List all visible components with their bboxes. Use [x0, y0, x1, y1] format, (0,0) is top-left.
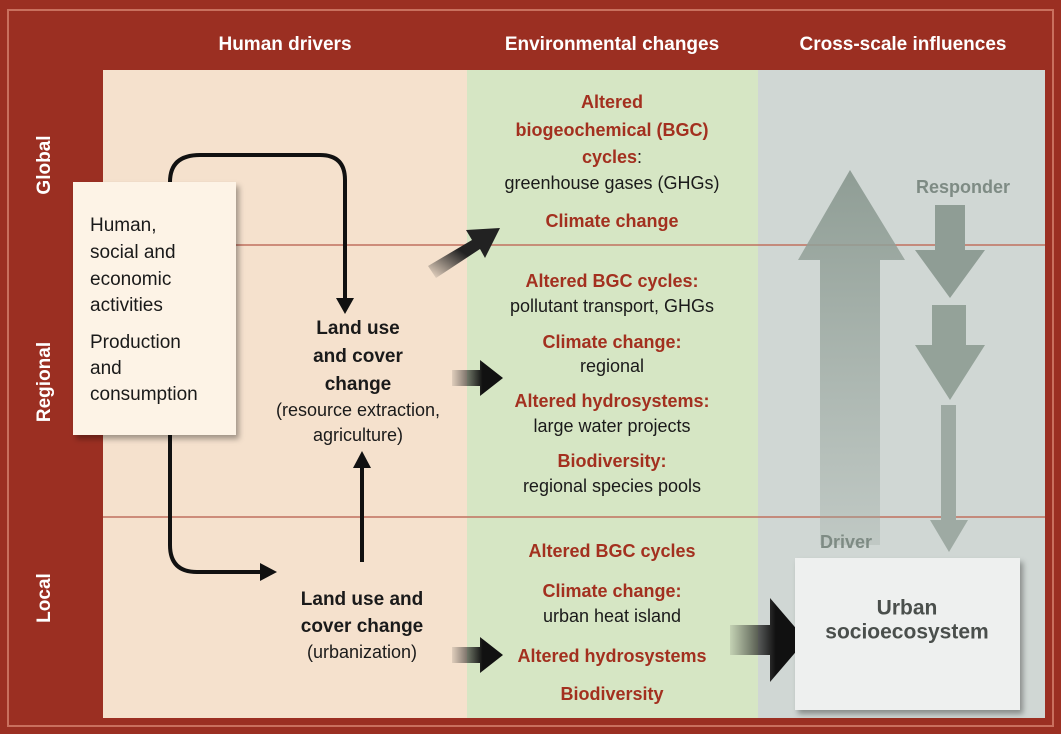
env-detail: pollutant transport, GHGs [510, 296, 714, 316]
arrowhead [336, 298, 354, 314]
box-text: and [90, 358, 122, 379]
column-header: Environmental changes [505, 34, 719, 55]
box-text: Human, [90, 215, 157, 236]
env-heading: Biodiversity: [557, 451, 666, 471]
env-heading: Altered hydrosystems [517, 646, 706, 666]
urban-label: Urban [877, 597, 938, 620]
responder-arrow [915, 305, 985, 400]
effect-arrow [730, 598, 806, 682]
responder-arrow [930, 405, 968, 552]
env-detail: urban heat island [543, 606, 681, 626]
effect-arrow [452, 360, 503, 396]
driver-label: Driver [820, 532, 872, 552]
arrowhead [353, 451, 371, 468]
box-text: consumption [90, 384, 198, 405]
land-use-title: Land use [316, 318, 399, 339]
box-text: economic [90, 269, 171, 290]
responder-arrow [915, 205, 985, 298]
frame-border [7, 9, 1054, 727]
land-use-title: and cover [313, 346, 403, 367]
driver-arrow [798, 170, 905, 545]
env-heading: cycles [582, 147, 637, 167]
env-heading: biogeochemical (BGC) [515, 120, 708, 140]
drivers-box [73, 182, 236, 435]
land-use-title: change [325, 374, 392, 395]
box-text: social and [90, 242, 176, 263]
land-use-note: (urbanization) [307, 642, 417, 662]
land-use-note: (resource extraction, [276, 400, 440, 420]
env-detail: large water projects [533, 416, 690, 436]
colon: : [637, 147, 642, 167]
env-detail: regional [580, 356, 644, 376]
env-heading: Climate change: [542, 332, 681, 352]
land-use-note: agriculture) [313, 425, 403, 445]
env-heading: Altered [581, 92, 643, 112]
env-heading: cycles: [582, 147, 642, 167]
env-heading: Altered BGC cycles [528, 541, 695, 561]
env-detail: regional species pools [523, 476, 701, 496]
env-heading: Biodiversity [560, 684, 663, 704]
arrowhead [260, 563, 277, 581]
effect-arrow [452, 637, 503, 673]
env-heading: Altered hydrosystems: [514, 391, 709, 411]
row-label: Regional [34, 342, 55, 422]
row-label: Local [34, 573, 55, 623]
column-environment [467, 70, 758, 718]
row-label: Global [34, 135, 55, 194]
urban-box [795, 558, 1020, 710]
land-use-title: cover change [301, 616, 424, 637]
env-detail: greenhouse gases (GHGs) [504, 173, 719, 193]
env-heading: Altered BGC cycles: [525, 271, 698, 291]
effect-arrow [428, 228, 500, 278]
column-header: Human drivers [218, 34, 351, 55]
box-text: Production [90, 332, 181, 353]
column-header: Cross-scale influences [800, 34, 1007, 55]
env-heading: Climate change [545, 211, 678, 231]
flow-arrow [168, 435, 262, 574]
box-text: activities [90, 295, 163, 316]
land-use-title: Land use and [301, 589, 423, 610]
urban-label: socioecosystem [825, 621, 988, 644]
flow-arrow [168, 153, 347, 300]
env-heading: Climate change: [542, 581, 681, 601]
responder-label: Responder [916, 177, 1010, 197]
